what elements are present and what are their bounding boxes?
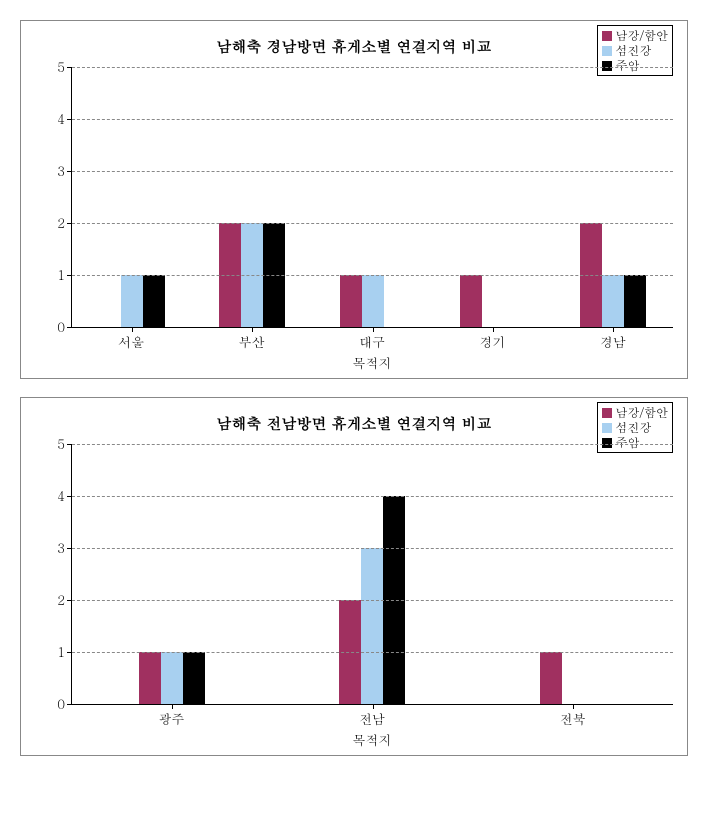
legend-label: 섬진강 (616, 43, 652, 58)
legend-label: 남강/함안 (616, 28, 669, 43)
bar (540, 652, 562, 704)
category-group (72, 67, 192, 327)
chart2-y-axis: 543210 (35, 444, 71, 704)
legend-item: 남강/함안 (602, 28, 669, 43)
bar (602, 275, 624, 327)
chart-panel-2: 남해축 전남방면 휴게소별 연결지역 비교 남강/함안 섬진강 주암 54321… (20, 397, 688, 756)
category-group (433, 67, 553, 327)
bar (361, 548, 383, 704)
chart1-plot-wrap: 543210 (35, 67, 673, 328)
x-tick-mark (132, 327, 133, 332)
category-group (553, 67, 673, 327)
gridline (72, 223, 673, 224)
chart2-x-label: 목적지 (35, 728, 673, 751)
y-tick-mark (67, 171, 72, 172)
chart1-x-label: 목적지 (35, 351, 673, 374)
bar (121, 275, 143, 327)
chart-header-2: 남해축 전남방면 휴게소별 연결지역 비교 남강/함안 섬진강 주암 (35, 410, 673, 438)
y-tick-mark (67, 67, 72, 68)
chart1-title: 남해축 경남방면 휴게소별 연결지역 비교 (217, 36, 492, 57)
legend-item: 섬진강 (602, 43, 669, 58)
category-group (312, 67, 432, 327)
category-group (272, 444, 472, 704)
bar (362, 275, 384, 327)
bar (183, 652, 205, 704)
y-tick-mark (67, 652, 72, 653)
y-tick-mark (67, 119, 72, 120)
gridline (72, 171, 673, 172)
legend-swatch (602, 408, 612, 418)
x-tick-mark (373, 704, 374, 709)
legend-swatch (602, 46, 612, 56)
chart2-title: 남해축 전남방면 휴게소별 연결지역 비교 (217, 413, 492, 434)
gridline (72, 444, 673, 445)
chart2-plot-wrap: 543210 (35, 444, 673, 705)
gridline (72, 275, 673, 276)
chart-header-1: 남해축 경남방면 휴게소별 연결지역 비교 남강/함안 섬진강 주암 (35, 33, 673, 61)
y-tick-mark (67, 548, 72, 549)
x-tick-mark (613, 327, 614, 332)
y-tick-mark (67, 275, 72, 276)
chart1-y-axis: 543210 (35, 67, 71, 327)
chart1-bars (72, 67, 673, 327)
chart2-bars (72, 444, 673, 704)
y-tick-mark (67, 496, 72, 497)
gridline (72, 548, 673, 549)
bar (143, 275, 165, 327)
legend-swatch (602, 31, 612, 41)
x-tick-mark (373, 327, 374, 332)
y-tick-mark (67, 444, 72, 445)
bar (340, 275, 362, 327)
gridline (72, 652, 673, 653)
legend-item: 남강/함안 (602, 405, 669, 420)
gridline (72, 496, 673, 497)
x-tick-mark (172, 704, 173, 709)
bar (460, 275, 482, 327)
bar (139, 652, 161, 704)
category-group (192, 67, 312, 327)
y-tick-mark (67, 600, 72, 601)
x-tick-mark (252, 327, 253, 332)
legend-label: 섬진강 (616, 420, 652, 435)
y-tick-mark (67, 327, 72, 328)
y-tick-mark (67, 704, 72, 705)
y-tick-mark (67, 223, 72, 224)
chart-panel-1: 남해축 경남방면 휴게소별 연결지역 비교 남강/함안 섬진강 주암 54321… (20, 20, 688, 379)
category-group (473, 444, 673, 704)
legend-swatch (602, 423, 612, 433)
gridline (72, 600, 673, 601)
category-group (72, 444, 272, 704)
bar (161, 652, 183, 704)
gridline (72, 119, 673, 120)
x-tick-mark (573, 704, 574, 709)
legend-item: 섬진강 (602, 420, 669, 435)
chart1-plot (71, 67, 673, 328)
chart2-plot (71, 444, 673, 705)
gridline (72, 67, 673, 68)
bar (624, 275, 646, 327)
x-tick-mark (493, 327, 494, 332)
page: 남해축 경남방면 휴게소별 연결지역 비교 남강/함안 섬진강 주암 54321… (20, 20, 688, 756)
legend-label: 남강/함안 (616, 405, 669, 420)
